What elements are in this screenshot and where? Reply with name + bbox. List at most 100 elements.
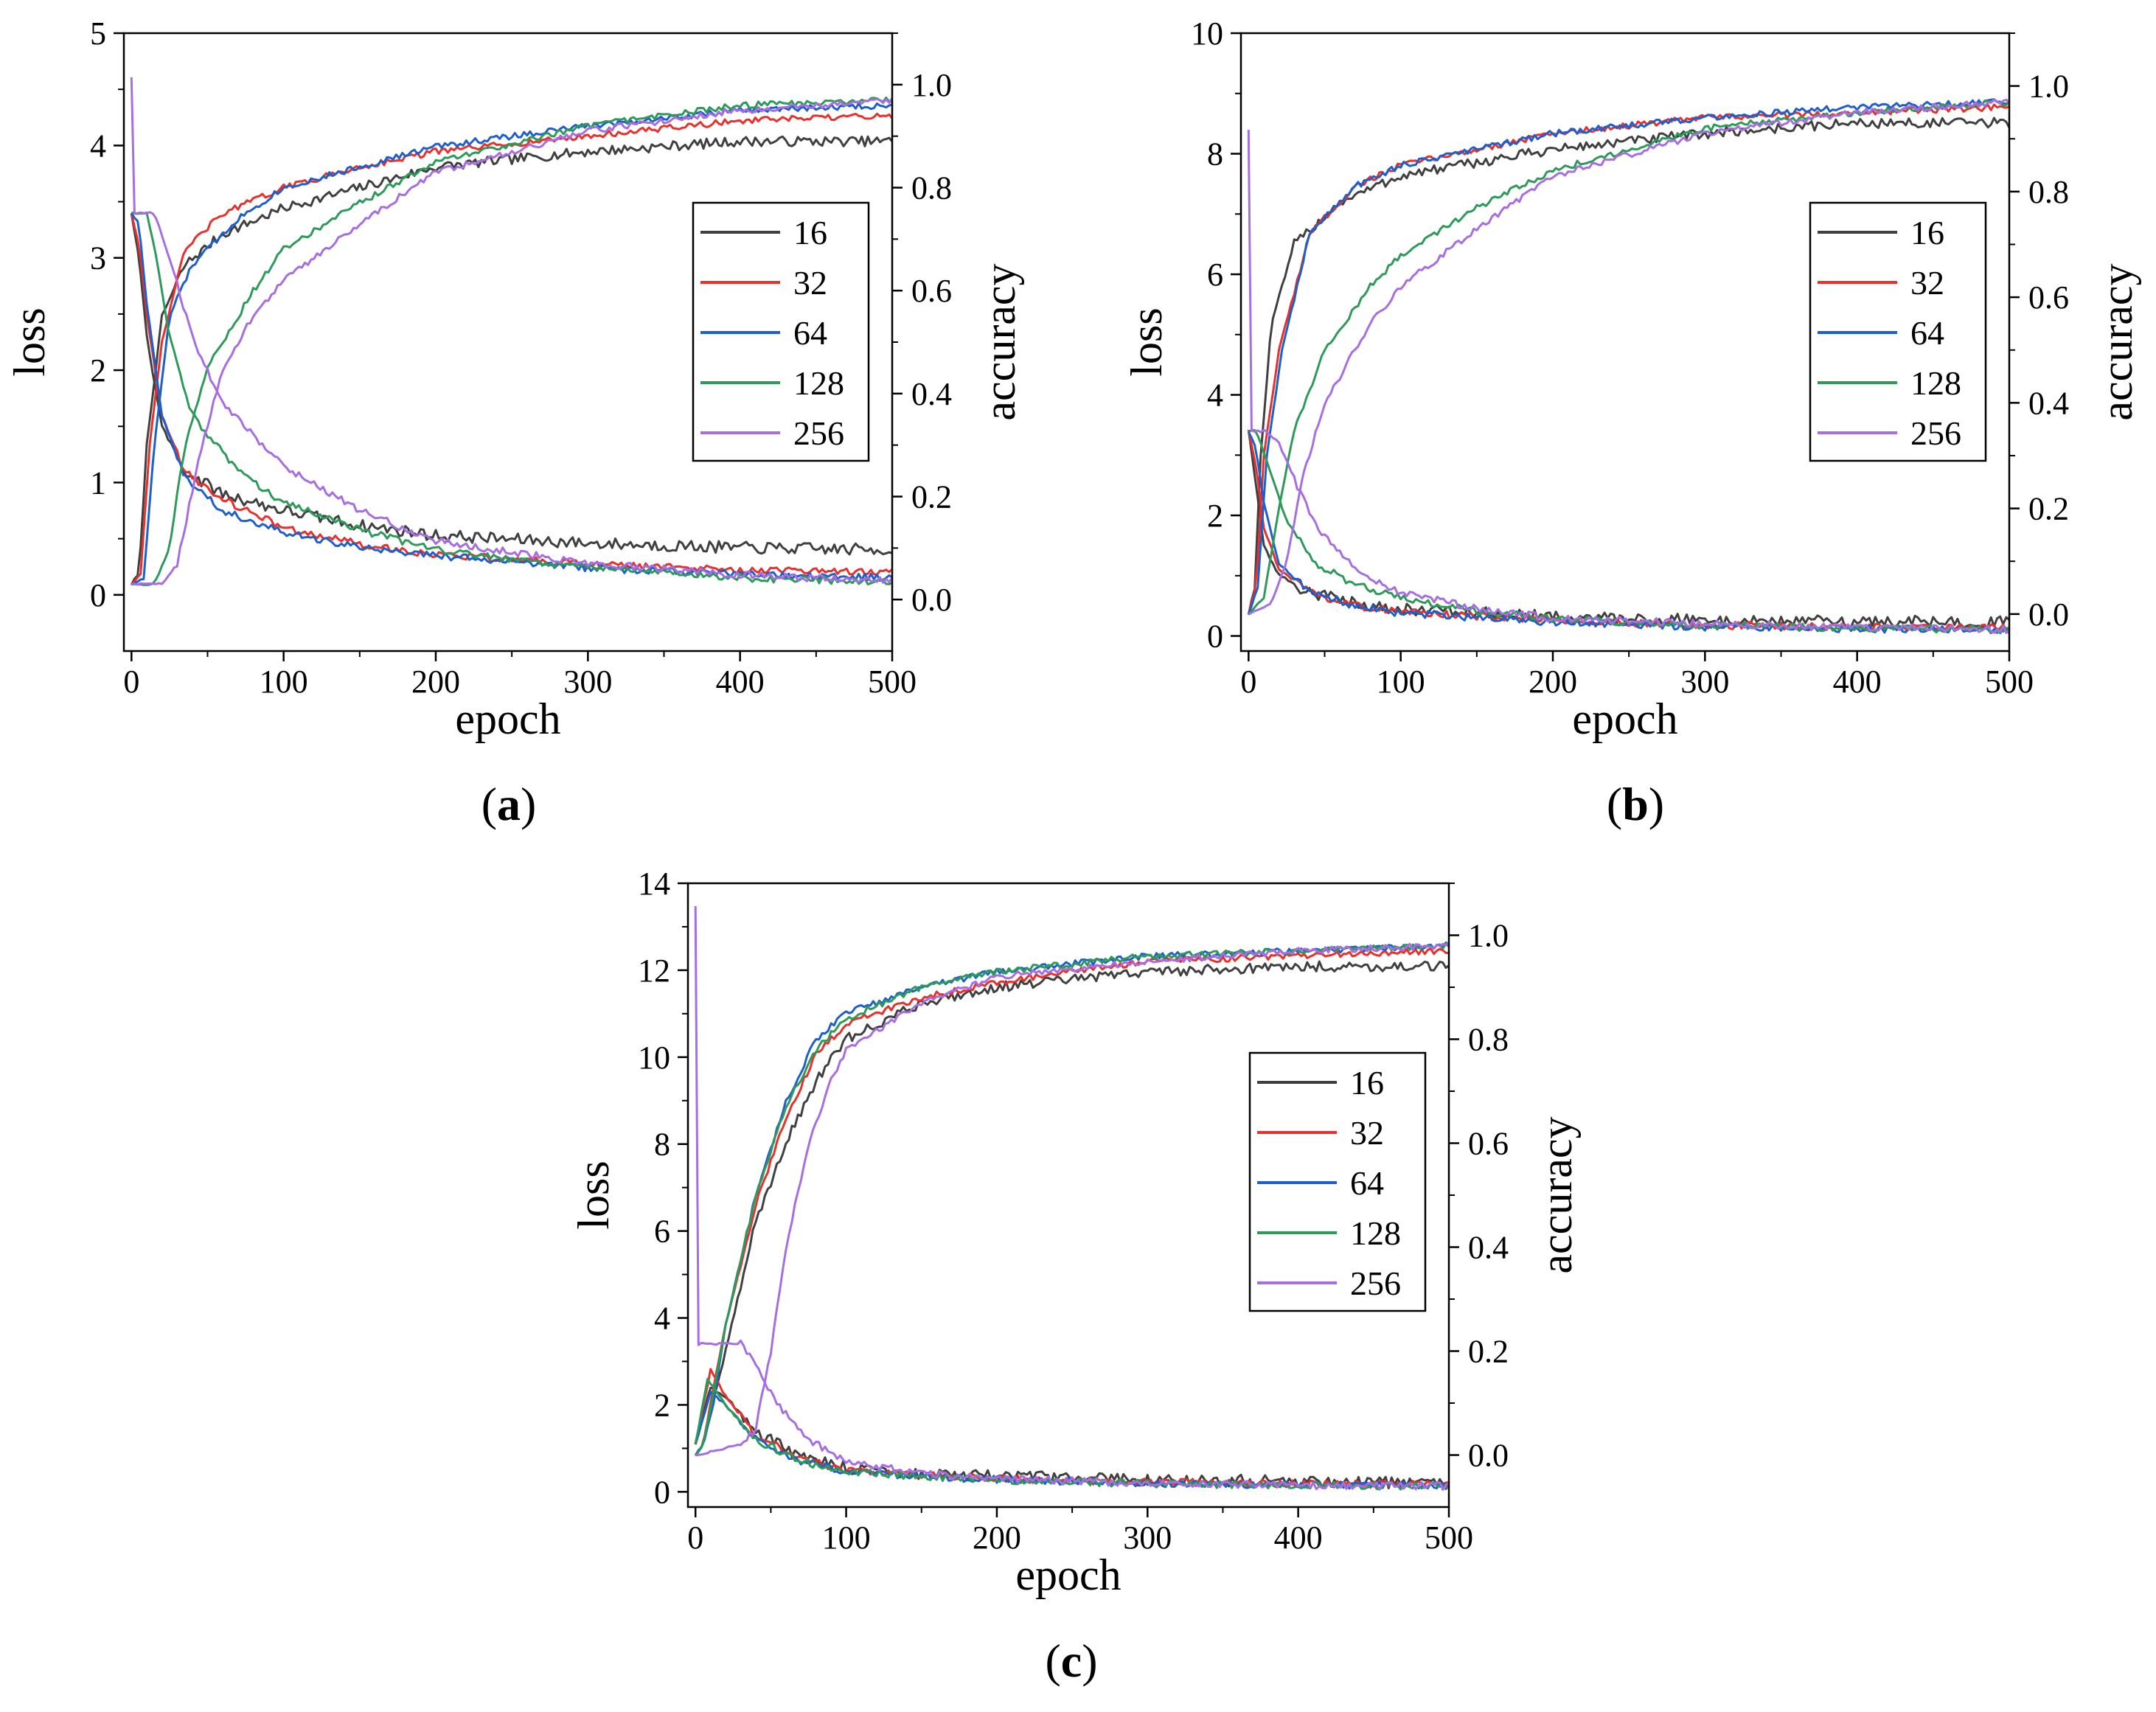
legend-label-128: 128 — [1910, 364, 1961, 402]
y-tick-label: 1 — [90, 464, 106, 501]
x-tick-label: 500 — [868, 664, 917, 700]
y-tick-label: 0 — [90, 577, 106, 613]
y2-tick-label: 0.6 — [1468, 1126, 1509, 1162]
y2-tick-label: 0.2 — [911, 479, 952, 515]
y2-tick-label: 0.0 — [1468, 1438, 1509, 1474]
legend-label-128: 128 — [1350, 1214, 1401, 1252]
x-tick-label: 400 — [1274, 1520, 1323, 1556]
legend-label-256: 256 — [793, 414, 844, 452]
x-tick-label: 200 — [1529, 664, 1577, 700]
y2-tick-label: 0.8 — [1468, 1022, 1509, 1058]
y2-tick-label: 1.0 — [1468, 918, 1509, 954]
legend-label-32: 32 — [793, 264, 827, 302]
chart-panel-b: 0 100 200 300 400 500 0 2 4 6 8 10 0.0 0.2 0.4 0.6 0.8 1.… — [1122, 15, 2141, 830]
series-256-accuracy-line — [1248, 98, 2011, 616]
axis-ticks: 0 100 200 300 400 500 0 1 2 3 4 5 0.0 0.2 0.4 0.6 0.8 1.0 — [90, 15, 952, 700]
y-tick-label: 4 — [654, 1301, 670, 1337]
x-tick-label: 400 — [716, 664, 765, 700]
x-tick-label: 300 — [563, 664, 612, 700]
y2-tick-label: 0.4 — [911, 376, 952, 412]
x-axis-title: epoch — [1572, 695, 1677, 743]
series-16-accuracy-line — [130, 135, 894, 585]
y2-tick-label: 0.0 — [911, 582, 952, 618]
series-64-accuracy-line — [131, 102, 893, 586]
x-tick-label: 100 — [1377, 664, 1425, 700]
series-128-accuracy-line — [131, 97, 893, 586]
chart-panel-a: 0 100 200 300 400 500 0 1 2 3 4 5 0.0 0.2 0.4 0.6 0.8 1.0… — [5, 15, 1024, 830]
y-tick-label: 6 — [1207, 257, 1223, 293]
y-tick-label: 4 — [1207, 377, 1223, 414]
y-tick-label: 2 — [654, 1387, 670, 1423]
y2-axis-title: accuracy — [2093, 263, 2141, 420]
legend-label-32: 32 — [1910, 264, 1944, 302]
series-32-accuracy-line — [131, 112, 894, 585]
x-tick-label: 100 — [260, 664, 308, 700]
series-layer — [1247, 98, 2011, 635]
series-32-loss-line — [130, 212, 893, 576]
panel-label-close: ) — [1082, 1635, 1097, 1687]
legend-label-64: 64 — [1910, 314, 1944, 352]
x-tick-label: 100 — [822, 1520, 871, 1556]
y2-axis-title: accuracy — [976, 263, 1024, 420]
y-tick-label: 10 — [638, 1040, 670, 1076]
x-axis-title: epoch — [455, 695, 560, 743]
x-axis-title: epoch — [1015, 1551, 1121, 1599]
y2-tick-label: 1.0 — [2028, 69, 2069, 105]
y-tick-label: 2 — [1207, 498, 1223, 534]
legend-label-64: 64 — [793, 314, 827, 352]
panel-label-close: ) — [1649, 778, 1664, 830]
y-tick-label: 14 — [638, 866, 670, 902]
panel-label-open: ( — [1607, 778, 1622, 830]
series-16-loss-line — [1247, 429, 2010, 629]
legend-label-16: 16 — [1910, 214, 1944, 251]
x-tick-label: 0 — [1240, 664, 1256, 700]
series-128-loss-line — [694, 1377, 1450, 1491]
y2-tick-label: 0.2 — [1468, 1334, 1509, 1370]
legend: 16 32 64 128 256 — [1809, 201, 1987, 462]
legend: 16 32 64 128 256 — [1248, 1051, 1427, 1312]
series-256-accuracy-line — [695, 942, 1450, 1457]
y-tick-label: 8 — [654, 1127, 670, 1163]
x-tick-label: 0 — [123, 664, 139, 700]
series-128-accuracy-line — [1248, 98, 2011, 616]
y-tick-label: 5 — [90, 15, 106, 52]
y-tick-label: 10 — [1191, 15, 1223, 52]
y2-tick-label: 0.8 — [911, 170, 952, 206]
y-tick-label: 2 — [90, 352, 106, 389]
series-16-loss-line — [130, 213, 893, 556]
x-tick-label: 300 — [1680, 664, 1729, 700]
x-tick-label: 500 — [1985, 664, 2034, 700]
series-layer — [130, 77, 894, 586]
panel-label-letter: b — [1622, 778, 1649, 830]
y2-tick-label: 0.4 — [2028, 385, 2069, 421]
y-tick-label: 4 — [90, 128, 106, 164]
panel-label-open: ( — [1045, 1635, 1060, 1687]
y-tick-label: 8 — [1207, 136, 1223, 173]
legend-label-128: 128 — [793, 364, 844, 402]
legend-label-64: 64 — [1350, 1164, 1384, 1202]
panel-label: (a) — [481, 778, 537, 830]
y2-tick-label: 1.0 — [911, 67, 952, 103]
x-tick-label: 500 — [1425, 1520, 1473, 1556]
y-axis-title: loss — [1122, 307, 1171, 376]
panel-label-close: ) — [521, 778, 536, 830]
y2-tick-label: 0.8 — [2028, 174, 2069, 210]
legend-label-16: 16 — [793, 214, 827, 251]
y2-tick-label: 0.6 — [2028, 279, 2069, 316]
panel-label-letter: c — [1061, 1635, 1082, 1687]
x-tick-label: 200 — [411, 664, 460, 700]
series-256-loss-line — [694, 905, 1450, 1491]
axis-ticks: 0 100 200 300 400 500 0 2 4 6 8 10 0.0 0.2 0.4 0.6 0.8 1.… — [1191, 15, 2069, 700]
series-256-accuracy-line — [131, 97, 894, 586]
series-16-accuracy-line — [1247, 116, 2011, 616]
y-tick-label: 0 — [654, 1474, 670, 1510]
y-axis-title: loss — [569, 1161, 618, 1229]
legend-label-32: 32 — [1350, 1114, 1384, 1152]
y-axis-title: loss — [5, 307, 54, 376]
y2-tick-label: 0.0 — [2028, 596, 2069, 633]
y-tick-label: 3 — [90, 240, 106, 276]
series-256-loss-line — [1247, 129, 2011, 634]
panel-label-letter: a — [497, 778, 521, 830]
panel-label-open: ( — [481, 778, 497, 830]
